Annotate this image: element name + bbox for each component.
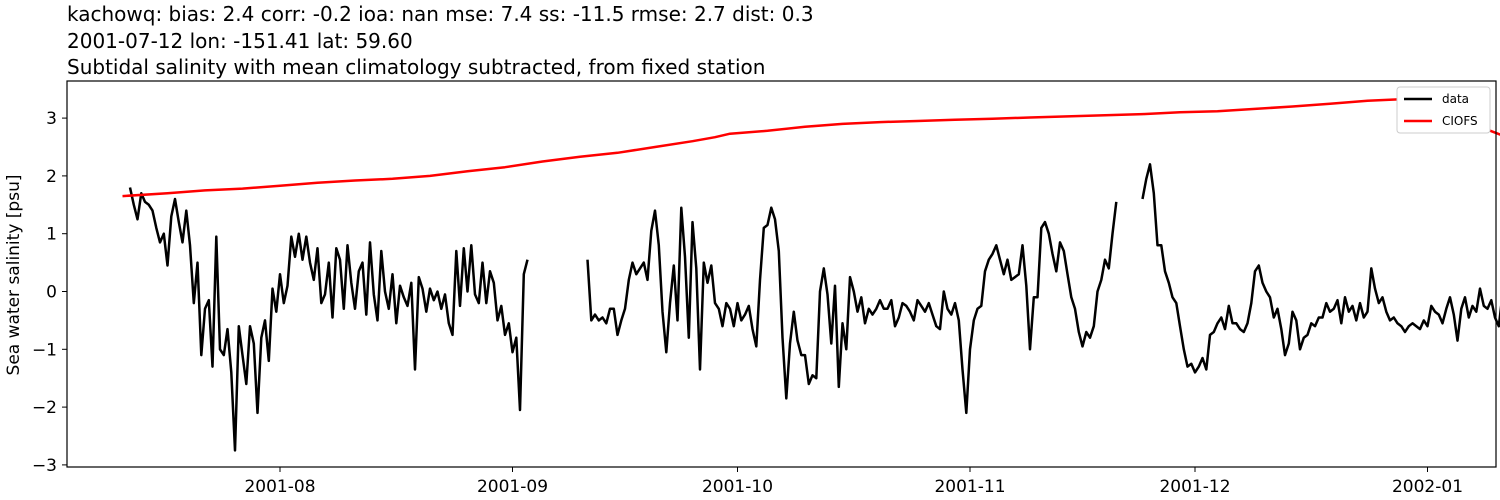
chart-title-stats: kachowq: bias: 2.4 corr: -0.2 ioa: nan m… [67, 2, 814, 26]
legend: data CIOFS [1396, 86, 1491, 134]
x-axis: 2001-08 2001-09 2001-10 2001-11 2001-12 2002-… [244, 467, 1463, 497]
y-tick-label: −1 [32, 340, 57, 360]
series-line-data [1141, 163, 1500, 374]
axes-frame [66, 80, 1497, 468]
legend-label-ciofs: CIOFS [1442, 114, 1478, 128]
y-tick-label: −3 [32, 456, 57, 476]
x-tick-label: 2001-11 [934, 477, 1005, 497]
chart-title-location: 2001-07-12 lon: -151.41 lat: 59.60 [67, 29, 413, 53]
x-tick-label: 2001-12 [1159, 477, 1230, 497]
y-tick-label: −2 [32, 398, 57, 418]
x-tick-label: 2001-10 [702, 477, 773, 497]
x-tick-label: 2001-08 [244, 477, 315, 497]
series-line-ciofs [122, 96, 1500, 198]
y-tick-label: 0 [46, 283, 57, 303]
x-tick-label: 2002-01 [1392, 477, 1463, 497]
series-line-data [128, 187, 529, 452]
y-tick-label: 2 [46, 167, 57, 187]
plot-area [122, 96, 1500, 452]
legend-label-data: data [1442, 92, 1469, 106]
series-line-data [586, 201, 1118, 415]
chart-title-description: Subtidal salinity with mean climatology … [67, 55, 766, 79]
y-axis: −3 −2 −1 0 1 2 3 [32, 109, 67, 476]
x-tick-label: 2001-09 [477, 477, 548, 497]
y-tick-label: 3 [46, 109, 57, 129]
y-axis-label: Sea water salinity [psu] [4, 175, 24, 376]
y-tick-label: 1 [46, 225, 57, 245]
